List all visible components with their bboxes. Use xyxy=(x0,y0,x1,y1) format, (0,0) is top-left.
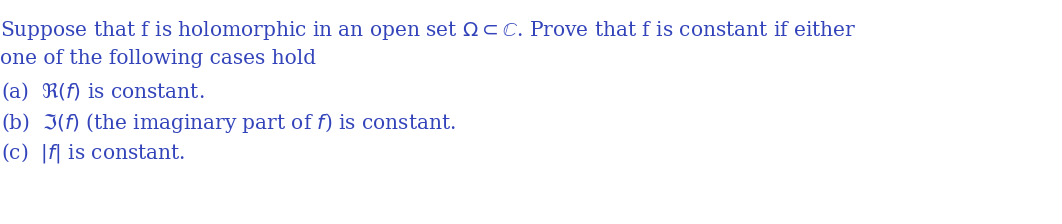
Text: (a)  $\Re(f)$ is constant.: (a) $\Re(f)$ is constant. xyxy=(1,81,204,103)
Text: one of the following cases hold: one of the following cases hold xyxy=(0,49,316,68)
Text: (b)  $\Im(f)$ (the imaginary part of $f$) is constant.: (b) $\Im(f)$ (the imaginary part of $f$)… xyxy=(1,111,456,135)
Text: (c)  $|f|$ is constant.: (c) $|f|$ is constant. xyxy=(1,141,185,165)
Text: Suppose that f is holomorphic in an open set $\Omega \subset \mathbb{C}$. Prove : Suppose that f is holomorphic in an open… xyxy=(0,19,856,42)
